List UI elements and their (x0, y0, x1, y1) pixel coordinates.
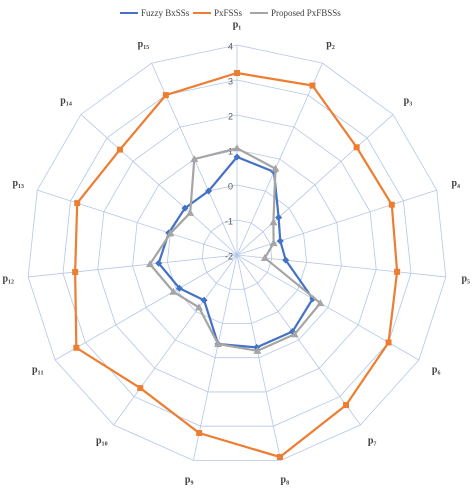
marker (205, 187, 213, 195)
category-label: p₉ (185, 474, 194, 485)
marker (233, 144, 241, 152)
category-label: p₂ (326, 39, 335, 50)
marker (260, 253, 269, 261)
marker (196, 430, 203, 437)
tick-label: -1 (225, 216, 233, 226)
marker (169, 287, 178, 295)
category-label: p₃ (404, 95, 413, 106)
marker (290, 330, 299, 338)
grid-ring (27, 44, 447, 461)
category-label: p₇ (368, 435, 377, 446)
marker (343, 402, 350, 409)
spoke (236, 254, 446, 278)
series-line (148, 147, 322, 352)
marker (190, 155, 199, 163)
marker (194, 303, 203, 311)
marker (269, 239, 278, 247)
tick-label: 0 (228, 181, 233, 191)
category-label: p₈ (281, 474, 290, 485)
legend-label: PxFSSs (214, 8, 243, 18)
marker (175, 284, 183, 292)
marker (233, 153, 241, 161)
grid-ring (201, 219, 273, 290)
marker (74, 200, 81, 207)
category-label: p₁₅ (138, 39, 150, 50)
marker (200, 296, 208, 304)
marker (275, 214, 283, 222)
category-label: p₁₄ (60, 95, 72, 106)
marker (214, 340, 223, 348)
marker (181, 204, 189, 212)
category-label: p₆ (432, 364, 441, 375)
legend-label: Fuzzy BxSSs (141, 8, 190, 18)
category-label: p₁₀ (96, 435, 108, 446)
marker (145, 260, 154, 268)
marker (186, 208, 195, 216)
series-line (157, 155, 315, 349)
spoke (113, 254, 238, 426)
marker (276, 237, 284, 245)
marker (309, 82, 316, 89)
spoke (37, 189, 238, 256)
spoke (54, 254, 238, 361)
marker (116, 146, 123, 153)
marker (385, 339, 392, 346)
category-label: p₁ (233, 19, 242, 30)
grid-ring (97, 114, 377, 393)
grid-ring (62, 79, 412, 427)
marker (316, 299, 325, 307)
marker (276, 453, 283, 460)
spoke (236, 189, 437, 256)
marker (271, 164, 280, 172)
spoke (28, 254, 238, 278)
marker (394, 268, 401, 275)
marker (282, 256, 290, 264)
spoke (236, 254, 361, 426)
tick-label: -2 (225, 251, 233, 261)
series-line (74, 71, 399, 459)
category-label: p₅ (461, 273, 470, 284)
spoke (192, 254, 238, 461)
tick-label: 1 (228, 146, 233, 156)
marker (353, 144, 360, 151)
legend-label: Proposed PxFBSSs (271, 8, 341, 18)
spoke (236, 62, 323, 256)
category-label: p₁₃ (12, 178, 24, 189)
category-label: p₁₂ (2, 273, 14, 284)
marker (162, 92, 169, 99)
marker (137, 385, 144, 392)
spoke (80, 114, 238, 256)
marker (155, 259, 163, 267)
spoke (236, 114, 394, 256)
spoke (236, 254, 282, 461)
marker (166, 229, 175, 237)
tick-label: 4 (228, 41, 233, 51)
category-label: p₁₁ (32, 364, 44, 375)
grid-ring (132, 149, 342, 359)
marker (73, 344, 80, 351)
marker (234, 70, 240, 76)
tick-label: 3 (228, 76, 233, 86)
marker (253, 346, 262, 354)
marker (388, 201, 395, 208)
marker (269, 218, 278, 226)
tick-label: 2 (228, 111, 233, 121)
marker (72, 269, 79, 276)
category-label: p₄ (451, 178, 460, 189)
